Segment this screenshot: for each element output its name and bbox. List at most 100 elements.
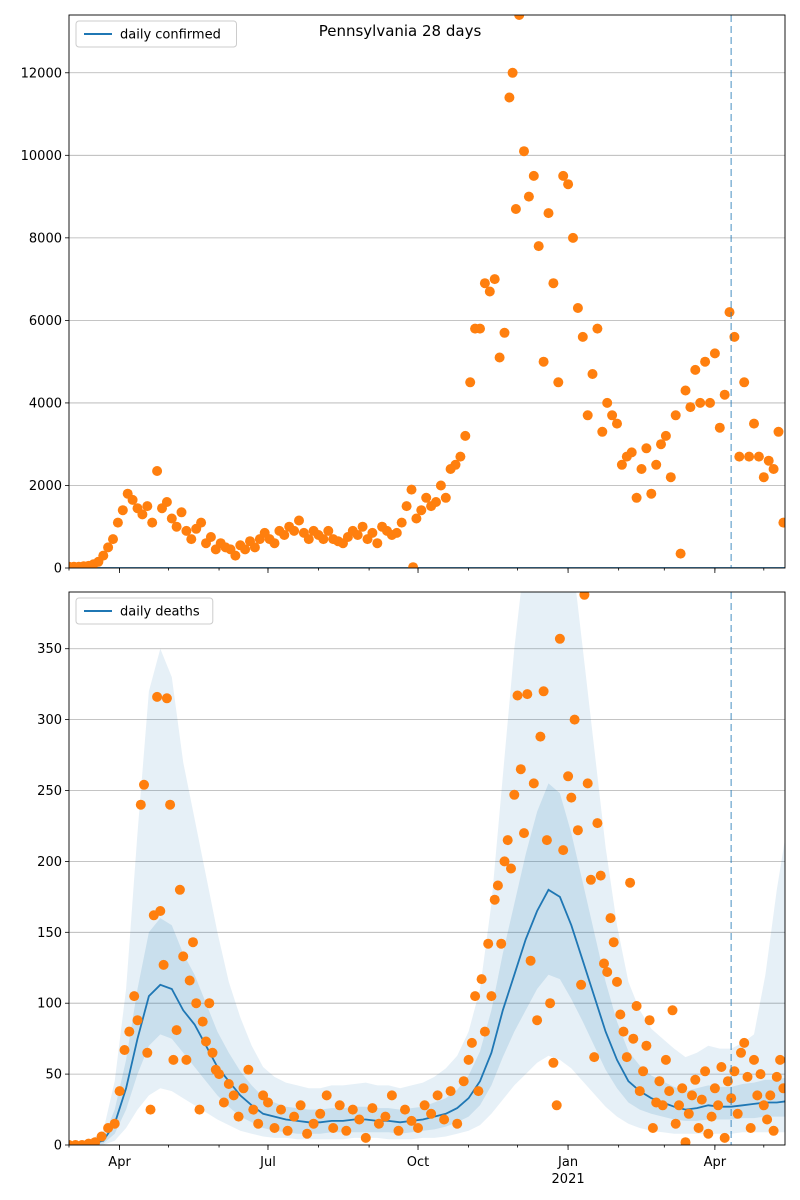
data-point [538,686,549,697]
data-point [734,451,745,462]
y-tick-label: 150 [37,926,62,941]
data-point [612,418,622,429]
data-point [758,1100,769,1111]
data-point [628,1033,639,1044]
data-point [719,389,730,400]
data-point [166,513,177,524]
data-point [523,191,534,202]
data-point [579,592,590,600]
data-point [519,146,529,157]
data-point [558,170,569,181]
data-point [289,1111,300,1122]
data-point [341,1125,352,1136]
data-point [408,562,419,568]
data-point [670,1118,681,1129]
data-point [758,472,769,483]
data-point [455,451,466,462]
data-point [152,691,163,702]
data-point [532,1015,543,1026]
data-point [328,1123,339,1133]
data-point [295,1100,306,1111]
data-point [114,1086,125,1097]
data-point [98,550,109,561]
data-point [683,1108,694,1119]
data-point [426,1108,437,1119]
data-point [223,1079,234,1089]
data-point [775,1054,785,1065]
data-point [201,1036,211,1047]
y-tick-label: 0 [54,1139,62,1154]
data-point [749,418,759,429]
data-point [664,1086,675,1097]
data-point [303,534,314,545]
data-point [745,1123,756,1133]
data-point [778,517,785,528]
data-point [543,208,554,219]
data-point [452,1118,463,1129]
data-point [119,1045,130,1055]
y-tick-label: 50 [45,1068,62,1083]
data-point [302,1128,313,1139]
data-point [644,1015,655,1026]
y-tick-label: 6000 [29,314,62,329]
data-point [719,1132,730,1143]
data-point [334,1100,345,1111]
data-point [476,974,487,985]
data-point [618,1026,629,1037]
data-point [204,998,215,1009]
data-point [171,1025,182,1036]
data-point [744,451,755,462]
data-point [657,1100,668,1111]
data-point [96,1131,107,1142]
data-point [483,938,494,949]
data-point [665,472,676,483]
legend-label: daily deaths [120,605,200,620]
data-point [380,1111,391,1122]
data-point [197,1016,208,1027]
data-point [533,241,544,252]
data-point [502,835,513,846]
data-point [700,1066,711,1077]
data-point [765,1090,776,1101]
y-tick-label: 2000 [29,479,62,494]
data-point [458,1076,469,1087]
data-point [569,714,580,725]
data-point [108,534,118,545]
data-point [432,1090,443,1101]
data-point [736,1047,746,1058]
data-point [439,1114,450,1125]
data-point [680,1137,691,1145]
data-point [507,67,518,78]
legend-box [75,20,237,48]
data-point [506,863,516,874]
data-point [372,538,383,549]
data-point [470,991,481,1002]
data-point [352,530,363,540]
data-point [680,385,691,396]
data-point [181,1054,192,1065]
data-point [233,1111,244,1122]
data-point [660,1054,671,1065]
data-point [112,517,123,528]
data-point [282,1125,293,1136]
data-point [626,447,637,458]
data-point [489,894,500,905]
x-tick-year-label: 2021 [552,1172,585,1187]
data-point [742,1071,753,1082]
data-point [465,377,476,388]
data-point [473,1086,484,1097]
data-point [589,1052,600,1063]
data-point [706,1111,717,1122]
x-tick-label: Apr [704,1155,727,1170]
data-point [158,959,169,970]
data-point [651,459,662,470]
data-point [475,323,485,334]
data-point [117,505,128,516]
data-point [294,515,304,526]
data-point [667,1005,678,1016]
plot-area [69,15,785,568]
chart-daily-deaths: 0 50 100 150 200 250 300 350 Apr Jul Oct Jan 2021 Apr… [37,591,786,1187]
data-point [318,534,329,545]
data-point [522,689,533,700]
